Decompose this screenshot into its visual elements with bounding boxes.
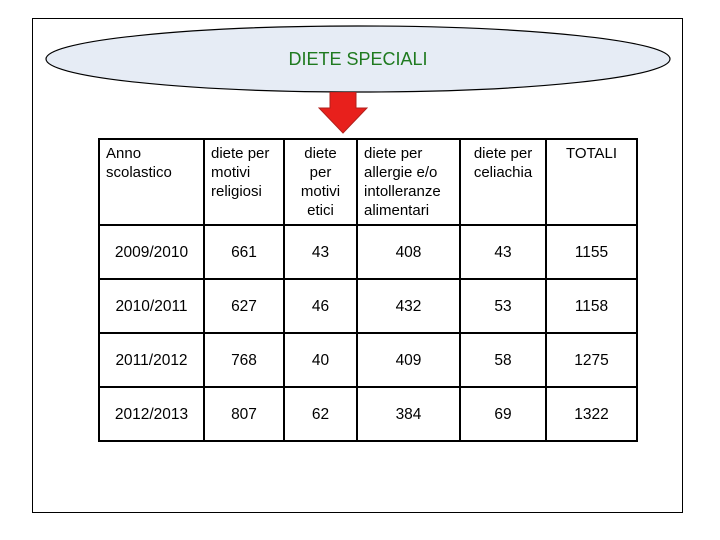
table-row: 2012/2013 807 62 384 69 1322 bbox=[98, 386, 638, 442]
cell-etici: 46 bbox=[283, 278, 358, 334]
cell-anno: 2010/2011 bbox=[98, 278, 205, 334]
table-row: 2011/2012 768 40 409 58 1275 bbox=[98, 332, 638, 388]
title-ellipse bbox=[45, 25, 671, 93]
cell-anno: 2011/2012 bbox=[98, 332, 205, 388]
cell-totali: 1155 bbox=[545, 224, 638, 280]
cell-allergie: 432 bbox=[356, 278, 461, 334]
cell-totali: 1158 bbox=[545, 278, 638, 334]
table-header-row: Anno scolastico diete per motivi religiosi … bbox=[98, 138, 638, 226]
header-anno-scolastico: Anno scolastico bbox=[98, 138, 205, 226]
cell-religiosi: 661 bbox=[203, 224, 285, 280]
cell-religiosi: 627 bbox=[203, 278, 285, 334]
slide-frame bbox=[32, 18, 683, 513]
header-totali: TOTALI bbox=[545, 138, 638, 226]
cell-anno: 2009/2010 bbox=[98, 224, 205, 280]
cell-etici: 40 bbox=[283, 332, 358, 388]
cell-celiachia: 43 bbox=[459, 224, 547, 280]
cell-totali: 1275 bbox=[545, 332, 638, 388]
down-arrow-icon bbox=[318, 92, 368, 134]
cell-totali: 1322 bbox=[545, 386, 638, 442]
table-row: 2010/2011 627 46 432 53 1158 bbox=[98, 278, 638, 334]
slide-title: DIETE SPECIALI bbox=[288, 49, 428, 69]
cell-celiachia: 69 bbox=[459, 386, 547, 442]
diets-table: Anno scolastico diete per motivi religiosi … bbox=[98, 138, 638, 442]
cell-etici: 43 bbox=[283, 224, 358, 280]
header-celiachia: diete per celiachia bbox=[459, 138, 547, 226]
cell-etici: 62 bbox=[283, 386, 358, 442]
header-motivi-religiosi: diete per motivi religiosi bbox=[203, 138, 285, 226]
cell-religiosi: 807 bbox=[203, 386, 285, 442]
header-motivi-etici: diete per motivi etici bbox=[283, 138, 358, 226]
cell-allergie: 409 bbox=[356, 332, 461, 388]
header-allergie-intolleranze: diete per allergie e/o intolleranze aliment… bbox=[356, 138, 461, 226]
cell-celiachia: 58 bbox=[459, 332, 547, 388]
table-row: 2009/2010 661 43 408 43 1155 bbox=[98, 224, 638, 280]
cell-anno: 2012/2013 bbox=[98, 386, 205, 442]
cell-celiachia: 53 bbox=[459, 278, 547, 334]
cell-religiosi: 768 bbox=[203, 332, 285, 388]
cell-allergie: 384 bbox=[356, 386, 461, 442]
cell-allergie: 408 bbox=[356, 224, 461, 280]
